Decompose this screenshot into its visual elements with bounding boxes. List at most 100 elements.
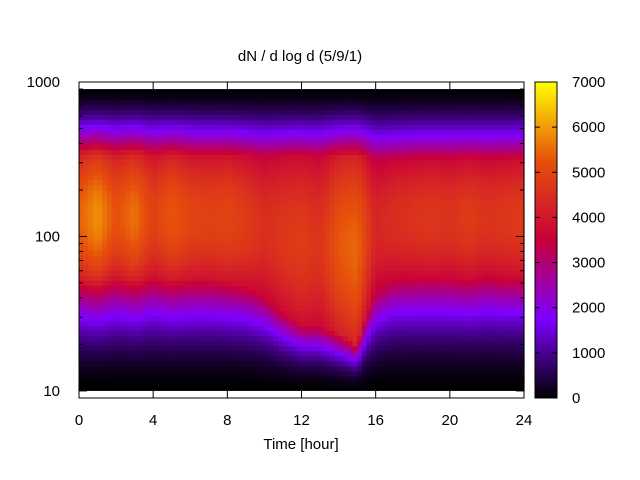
heatmap-cell [162, 124, 168, 130]
heatmap-cell [218, 89, 224, 95]
heatmap-cell [417, 189, 423, 196]
heatmap-cell [343, 250, 349, 256]
heatmap-cell [125, 275, 131, 281]
heatmap-cell [241, 265, 247, 271]
heatmap-cell [445, 129, 451, 135]
heatmap-cell [435, 370, 442, 377]
heatmap-cell [102, 194, 108, 201]
heatmap-cell [245, 385, 252, 392]
heatmap-cell [204, 345, 210, 352]
heatmap-cell [389, 124, 395, 130]
heatmap-cell [157, 305, 164, 312]
heatmap-cell [88, 179, 94, 186]
heatmap-cell [259, 109, 266, 115]
heatmap-cell [445, 275, 451, 281]
heatmap-cell [371, 99, 377, 105]
heatmap-cell [167, 224, 173, 231]
heatmap-cell [148, 325, 154, 332]
heatmap-cell [380, 139, 386, 146]
heatmap-cell [375, 305, 381, 312]
heatmap-cell [384, 179, 391, 186]
heatmap-cell [408, 255, 414, 261]
heatmap-cell [445, 305, 451, 312]
heatmap-cell [320, 124, 326, 130]
heatmap-cell [398, 129, 405, 135]
heatmap-cell [375, 169, 381, 176]
heatmap-cell [384, 240, 391, 246]
heatmap-cell [176, 234, 182, 241]
heatmap-cell [236, 255, 242, 261]
heatmap-cell [389, 325, 395, 332]
heatmap-cell [162, 285, 168, 291]
heatmap-cell [190, 154, 196, 161]
heatmap-cell [92, 355, 99, 362]
heatmap-cell [208, 234, 215, 241]
chart-title: dN / d log d (5/9/1) [238, 48, 362, 65]
heatmap-cell [134, 385, 140, 392]
heatmap-cell [264, 365, 270, 372]
heatmap-cell [218, 204, 224, 211]
heatmap-cell [213, 330, 219, 337]
heatmap-cell [459, 250, 465, 256]
heatmap-cell [296, 99, 303, 105]
heatmap-cell [171, 184, 177, 191]
heatmap-cell [357, 229, 363, 236]
heatmap-cell [245, 194, 252, 201]
heatmap-cell [97, 275, 103, 281]
heatmap-cell [106, 184, 113, 191]
heatmap-cell [180, 280, 187, 286]
heatmap-cell [371, 290, 377, 296]
heatmap-cell [366, 255, 372, 261]
heatmap-cell [106, 320, 113, 327]
heatmap-cell [292, 365, 298, 372]
heatmap-cell [371, 355, 377, 362]
heatmap-cell [194, 104, 201, 110]
heatmap-cell [79, 229, 85, 236]
heatmap-cell [408, 325, 414, 332]
heatmap-cell [269, 305, 275, 312]
heatmap-cell [310, 189, 317, 196]
heatmap-cell [315, 209, 321, 216]
heatmap-cell [292, 375, 298, 382]
heatmap-cell [139, 300, 145, 306]
heatmap-cell [296, 335, 303, 342]
heatmap-cell [375, 149, 381, 156]
heatmap-cell [88, 199, 94, 206]
heatmap-cell [116, 250, 122, 256]
heatmap-cell [199, 290, 205, 296]
heatmap-cell [194, 380, 201, 387]
heatmap-cell [435, 245, 442, 251]
heatmap-cell [83, 104, 89, 110]
heatmap-cell [88, 355, 94, 362]
heatmap-cell [111, 109, 117, 115]
heatmap-cell [417, 104, 423, 110]
heatmap-cell [88, 305, 94, 312]
heatmap-cell [361, 184, 367, 191]
heatmap-cell [227, 355, 233, 362]
heatmap-cell [380, 124, 386, 130]
heatmap-cell [278, 325, 284, 332]
heatmap-cell [171, 360, 177, 367]
heatmap-cell [180, 134, 187, 140]
heatmap-cell [106, 174, 113, 181]
heatmap-cell [259, 159, 266, 166]
heatmap-cell [435, 315, 442, 322]
heatmap-cell [343, 109, 349, 115]
heatmap-cell [148, 224, 154, 231]
heatmap-cell [426, 275, 432, 281]
heatmap-cell [125, 214, 131, 221]
heatmap-cell [213, 224, 219, 231]
heatmap-cell [83, 360, 89, 367]
heatmap-cell [153, 375, 159, 382]
heatmap-cell [185, 345, 191, 352]
heatmap-cell [236, 89, 242, 95]
heatmap-cell [338, 194, 344, 201]
heatmap-cell [125, 245, 131, 251]
heatmap-cell [171, 335, 177, 342]
heatmap-cell [454, 94, 460, 100]
heatmap-cell [227, 109, 233, 115]
heatmap-cell [129, 345, 136, 352]
heatmap-cell [269, 275, 275, 281]
heatmap-cell [282, 99, 289, 105]
heatmap-cell [273, 199, 279, 206]
